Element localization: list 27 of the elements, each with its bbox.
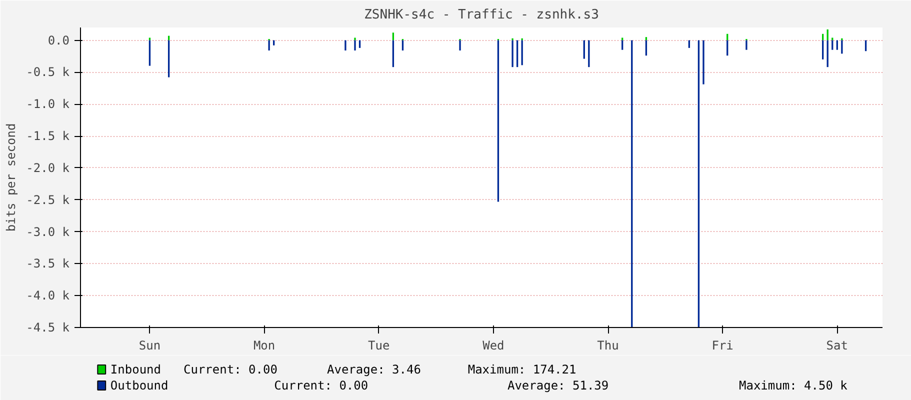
x-tick-label: Wed (482, 338, 504, 352)
y-tick-label: -3.0 k (26, 224, 70, 239)
y-tick-label: -1.5 k (26, 129, 70, 144)
y-tick-label: 0.0 (48, 33, 70, 48)
text: Current: 0.00 (274, 378, 368, 392)
text: Maximum: 174.21 (468, 362, 576, 376)
y-tick-label: -4.0 k (26, 288, 70, 303)
x-tick-label: Tue (368, 338, 390, 352)
text: Average: 51.39 (507, 378, 609, 392)
y-tick-label: -3.5 k (26, 256, 70, 271)
y-tick-label: -0.5 k (26, 65, 70, 80)
y-tick-label: -2.0 k (26, 160, 70, 175)
legend-label: Outbound (110, 378, 168, 392)
text: Average: 3.46 (327, 362, 421, 376)
x-tick-label: Sun (138, 338, 161, 352)
y-tick-label: -4.5 k (26, 320, 70, 334)
text: Current: 0.00 (184, 362, 278, 376)
y-tick-label: -1.0 k (26, 97, 70, 112)
x-tick-label: Sat (826, 338, 848, 352)
x-tick-label: Mon (253, 338, 276, 352)
x-tick-label: Fri (712, 338, 734, 352)
y-axis-title: bits per second (4, 123, 18, 232)
text: Maximum: 4.50 k (739, 378, 848, 392)
chart-title: ZSNHK-s4c - Traffic - zsnhk.s3 (364, 8, 599, 22)
x-tick-label: Thu (597, 338, 619, 352)
legend-label: Inbound (110, 362, 162, 376)
y-tick-label: -2.5 k (26, 192, 70, 207)
